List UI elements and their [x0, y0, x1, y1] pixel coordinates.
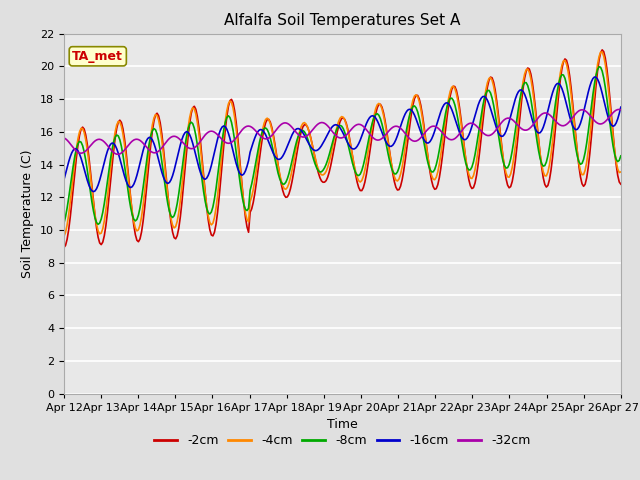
-32cm	[115, 151, 122, 157]
-4cm	[254, 156, 262, 162]
-2cm	[598, 47, 606, 53]
-16cm	[228, 142, 236, 147]
-32cm	[228, 140, 236, 145]
-4cm	[303, 124, 311, 130]
-2cm	[586, 151, 594, 156]
-32cm	[60, 135, 68, 141]
-2cm	[244, 229, 252, 235]
-4cm	[60, 233, 68, 239]
-8cm	[246, 187, 254, 193]
-2cm	[129, 210, 136, 216]
Title: Alfalfa Soil Temperatures Set A: Alfalfa Soil Temperatures Set A	[224, 13, 461, 28]
-8cm	[130, 216, 138, 222]
-8cm	[617, 153, 625, 159]
-4cm	[586, 134, 594, 140]
-8cm	[255, 140, 263, 145]
-16cm	[246, 149, 254, 155]
Line: -8cm: -8cm	[64, 67, 621, 224]
-32cm	[255, 132, 263, 138]
Text: TA_met: TA_met	[72, 50, 124, 63]
-32cm	[305, 131, 313, 137]
-8cm	[94, 221, 102, 227]
-4cm	[598, 49, 606, 55]
-2cm	[303, 124, 311, 130]
-8cm	[60, 220, 68, 226]
-2cm	[617, 181, 625, 187]
-16cm	[60, 177, 68, 182]
-16cm	[305, 141, 313, 147]
-2cm	[226, 98, 234, 104]
-16cm	[617, 104, 625, 110]
Line: -16cm: -16cm	[64, 77, 621, 192]
Y-axis label: Soil Temperature (C): Soil Temperature (C)	[22, 149, 35, 278]
-4cm	[226, 98, 234, 104]
Line: -4cm: -4cm	[64, 52, 621, 236]
-16cm	[588, 79, 595, 84]
Line: -2cm: -2cm	[64, 50, 621, 248]
-32cm	[588, 114, 595, 120]
-16cm	[130, 181, 138, 187]
-32cm	[246, 123, 254, 129]
-8cm	[595, 64, 603, 70]
-4cm	[129, 209, 136, 215]
-8cm	[305, 141, 313, 146]
-8cm	[228, 120, 236, 125]
X-axis label: Time: Time	[327, 418, 358, 431]
-32cm	[617, 107, 625, 113]
-4cm	[617, 169, 625, 175]
-16cm	[90, 189, 97, 194]
-2cm	[254, 168, 262, 174]
Legend: -2cm, -4cm, -8cm, -16cm, -32cm: -2cm, -4cm, -8cm, -16cm, -32cm	[150, 429, 535, 452]
-2cm	[60, 245, 68, 251]
-16cm	[591, 74, 598, 80]
-32cm	[616, 107, 623, 112]
-16cm	[255, 127, 263, 133]
Line: -32cm: -32cm	[64, 109, 621, 154]
-32cm	[130, 137, 138, 143]
-8cm	[588, 104, 595, 109]
-4cm	[244, 219, 252, 225]
